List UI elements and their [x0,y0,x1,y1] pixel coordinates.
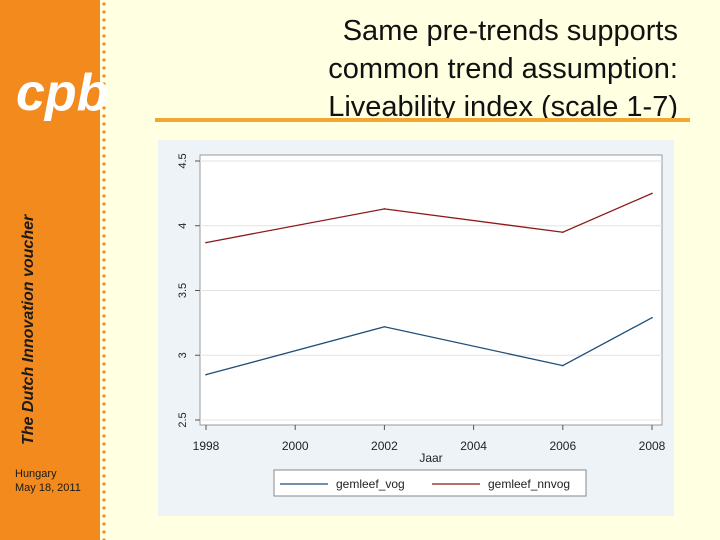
sidebar-dotted-edge [100,0,110,540]
data-point [651,316,653,319]
legend: gemleef_vog gemleef_nnvog [280,477,570,491]
data-point [562,364,564,367]
title-line-1: Same pre-trends supports [342,15,678,47]
x-tick-label: 2002 [371,439,398,453]
legend-box [273,469,587,497]
data-point [205,241,207,244]
legend-label: gemleef_nnvog [488,477,570,491]
legend-label: gemleef_vog [336,477,405,491]
data-point [205,373,207,376]
title-line-2: common trend assumption: [328,53,678,85]
x-tick-label: 2004 [460,439,487,453]
series-lines [205,192,653,376]
y-axis: 2.5 3 3.5 4 4.5 [177,153,200,428]
x-axis-label: Jaar [419,451,442,465]
data-point [383,208,386,210]
footer-place: Hungary [15,468,57,480]
data-point [651,192,653,195]
footer-date: May 18, 2011 [15,482,81,494]
footer: Hungary May 18, 2011 [15,467,81,495]
series-line-gemleef_vog [205,317,653,376]
cpb-logo: cpb [16,64,108,122]
y-tick-label: 4 [177,223,189,229]
y-tick-label: 3.5 [177,283,189,298]
x-tick-label: 2008 [639,439,666,453]
y-tick-label: 4.5 [177,153,189,168]
y-tick-label: 2.5 [177,412,189,427]
series-line-gemleef_nnvog [205,192,653,244]
data-point [383,325,386,328]
data-point [562,231,564,234]
sidebar-band [0,0,100,540]
x-tick-label: 1998 [193,439,220,453]
x-axis: 1998 2000 2002 2004 2006 2008 [193,425,666,453]
y-tick-label: 3 [177,352,189,358]
title-line-3: Liveability index (scale 1-7) [328,91,678,123]
x-tick-label: 2000 [282,439,309,453]
x-tick-label: 2006 [549,439,576,453]
slide-title: Same pre-trends supports common trend as… [198,12,678,126]
title-underline [155,118,690,122]
svg-text:cpb: cpb [16,64,108,122]
